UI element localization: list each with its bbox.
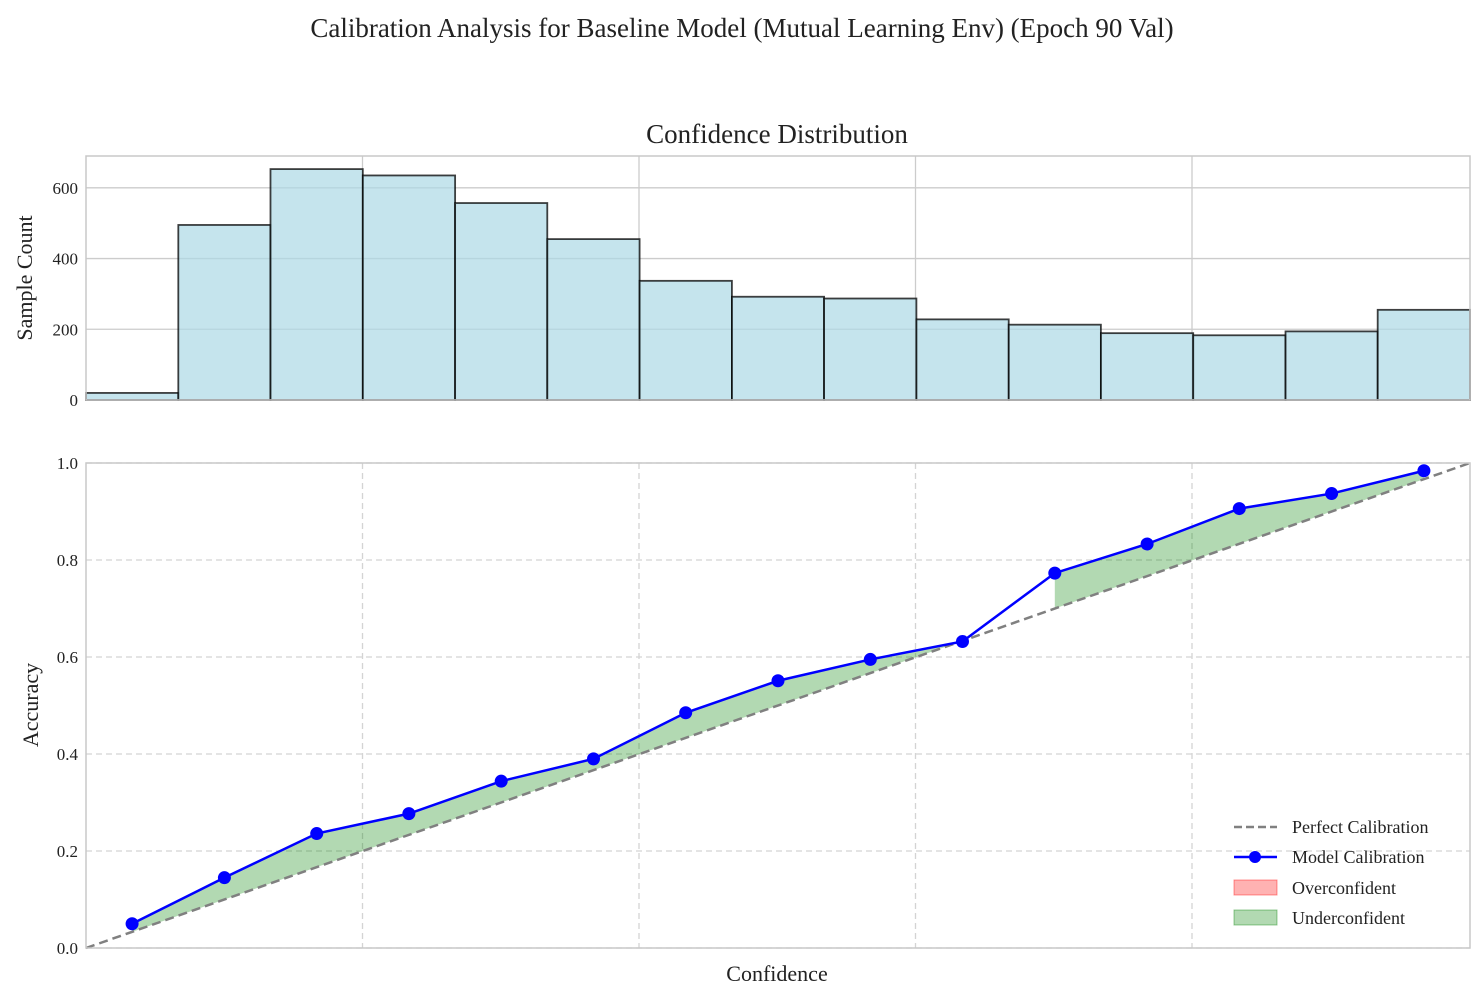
histogram-bar: [638, 279, 733, 401]
model-calibration-point: [217, 871, 231, 885]
histogram-bar: [915, 318, 1010, 401]
underconfident-fill-region: [1054, 470, 1424, 609]
legend-model-calibration-label: Model Calibration: [1292, 847, 1424, 867]
histogram-y-tick-label: 200: [53, 320, 79, 339]
model-calibration-point: [863, 652, 877, 666]
legend-overconfident-swatch: [1233, 879, 1278, 896]
histogram-y-tick-label: 400: [53, 250, 79, 269]
calibration-y-tick-label: 0.4: [57, 745, 79, 764]
histogram-bar: [1376, 308, 1471, 401]
histogram-y-tick-label: 600: [53, 179, 79, 198]
model-calibration-point: [679, 706, 693, 720]
model-calibration-point: [1140, 537, 1154, 551]
model-calibration-point: [1232, 502, 1246, 516]
histogram-y-axis-label: Sample Count: [12, 215, 37, 340]
histogram-frame: [85, 155, 1471, 401]
histogram-bar: [454, 202, 549, 401]
legend-overconfident-label: Overconfident: [1292, 878, 1396, 898]
model-calibration-point: [955, 634, 969, 648]
histogram-bar: [1192, 334, 1287, 401]
histogram-bar: [1099, 332, 1195, 401]
calibration-y-tick-label: 0.0: [57, 939, 78, 958]
legend-item-model-calibration: Model Calibration: [1234, 847, 1424, 867]
calibration-frame: [85, 462, 1471, 949]
model-calibration-point: [494, 774, 508, 788]
calibration-y-tick-label: 1.0: [57, 454, 78, 473]
calibration-y-tick-label: 0.2: [57, 842, 78, 861]
model-calibration-point: [402, 807, 416, 821]
model-calibration-point: [125, 917, 139, 931]
perfect-calibration-line: [85, 461, 1471, 950]
histogram-bar: [269, 168, 364, 401]
calibration-y-axis-label: Accuracy: [18, 663, 43, 747]
model-calibration-point: [310, 827, 324, 841]
calibration-axes: Confidence Accuracy 0.0 0.2 0.4 0.6 0.8 1.0: [18, 454, 1471, 986]
legend-underconfident-swatch: [1233, 909, 1278, 926]
legend-perfect-calibration-label: Perfect Calibration: [1292, 817, 1428, 837]
histogram-title: Confidence Distribution: [646, 119, 908, 149]
histogram-bar: [823, 297, 918, 401]
legend-model-calibration-marker: [1249, 851, 1261, 863]
histogram-bars: [85, 168, 1471, 401]
model-calibration-point: [771, 674, 785, 688]
histogram-bar: [85, 392, 180, 401]
histogram-bar: [1007, 323, 1102, 401]
histogram-bar: [731, 295, 825, 401]
histogram-bar: [361, 174, 457, 401]
model-calibration-point: [1417, 464, 1431, 478]
legend: Perfect Calibration Model Calibration Ov…: [1233, 817, 1428, 928]
figure-suptitle: Calibration Analysis for Baseline Model …: [310, 13, 1173, 43]
model-calibration-point: [1048, 566, 1062, 580]
histogram-axes: Confidence Distribution Sample Count 0 20…: [12, 119, 1471, 410]
model-calibration-point: [587, 752, 601, 766]
calibration-y-tick-label: 0.8: [57, 551, 78, 570]
histogram-bar: [177, 224, 272, 401]
calibration-y-tick-label: 0.6: [57, 648, 78, 667]
legend-item-underconfident: Underconfident: [1233, 908, 1405, 928]
model-calibration-point: [1325, 487, 1339, 501]
legend-item-perfect-calibration: Perfect Calibration: [1234, 817, 1428, 837]
underconfident-fill-region: [132, 640, 963, 932]
legend-underconfident-label: Underconfident: [1292, 908, 1405, 928]
legend-item-overconfident: Overconfident: [1233, 878, 1396, 898]
calibration-x-axis-label: Confidence: [726, 961, 827, 986]
histogram-y-tick-label: 0: [70, 391, 79, 410]
histogram-bar: [546, 238, 641, 401]
histogram-bar: [1284, 330, 1379, 401]
